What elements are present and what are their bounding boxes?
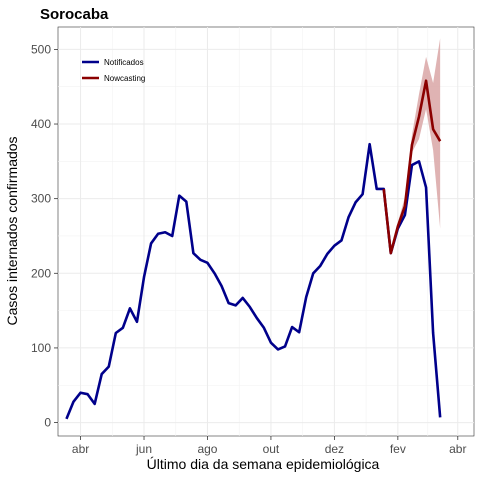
- y-tick-label: 0: [44, 416, 51, 430]
- plot-panel: [57, 26, 475, 437]
- x-axis-title: Último dia da semana epidemiológica: [147, 456, 380, 472]
- x-tick-label: jun: [135, 442, 152, 456]
- chart-title: Sorocaba: [40, 6, 109, 23]
- legend-label-nowcasting: Nowcasting: [104, 74, 145, 83]
- y-tick-label: 300: [31, 192, 51, 206]
- y-tick-label: 500: [31, 42, 51, 56]
- x-tick-label: abr: [72, 442, 89, 456]
- y-axis-title: Casos internados confirmados: [4, 136, 20, 325]
- series-line-notificados: [65, 142, 442, 420]
- x-tick-label: out: [263, 442, 280, 456]
- series-layer: [65, 79, 442, 420]
- x-tick-label: abr: [449, 442, 466, 456]
- x-tick-label: ago: [197, 442, 217, 456]
- series-line-nowcasting: [382, 79, 442, 255]
- legend-label-notificados: Notificados: [104, 58, 144, 67]
- x-tick-label: dez: [325, 442, 344, 456]
- y-tick-label: 400: [31, 117, 51, 131]
- legend: Notificados Nowcasting: [82, 58, 145, 83]
- y-tick-label: 100: [31, 341, 51, 355]
- x-tick-label: fev: [390, 442, 406, 456]
- y-tick-label: 200: [31, 266, 51, 280]
- axis-tick-layer: abr jun ago out dez fev abr 0 100 200 300 400 500: [31, 42, 466, 456]
